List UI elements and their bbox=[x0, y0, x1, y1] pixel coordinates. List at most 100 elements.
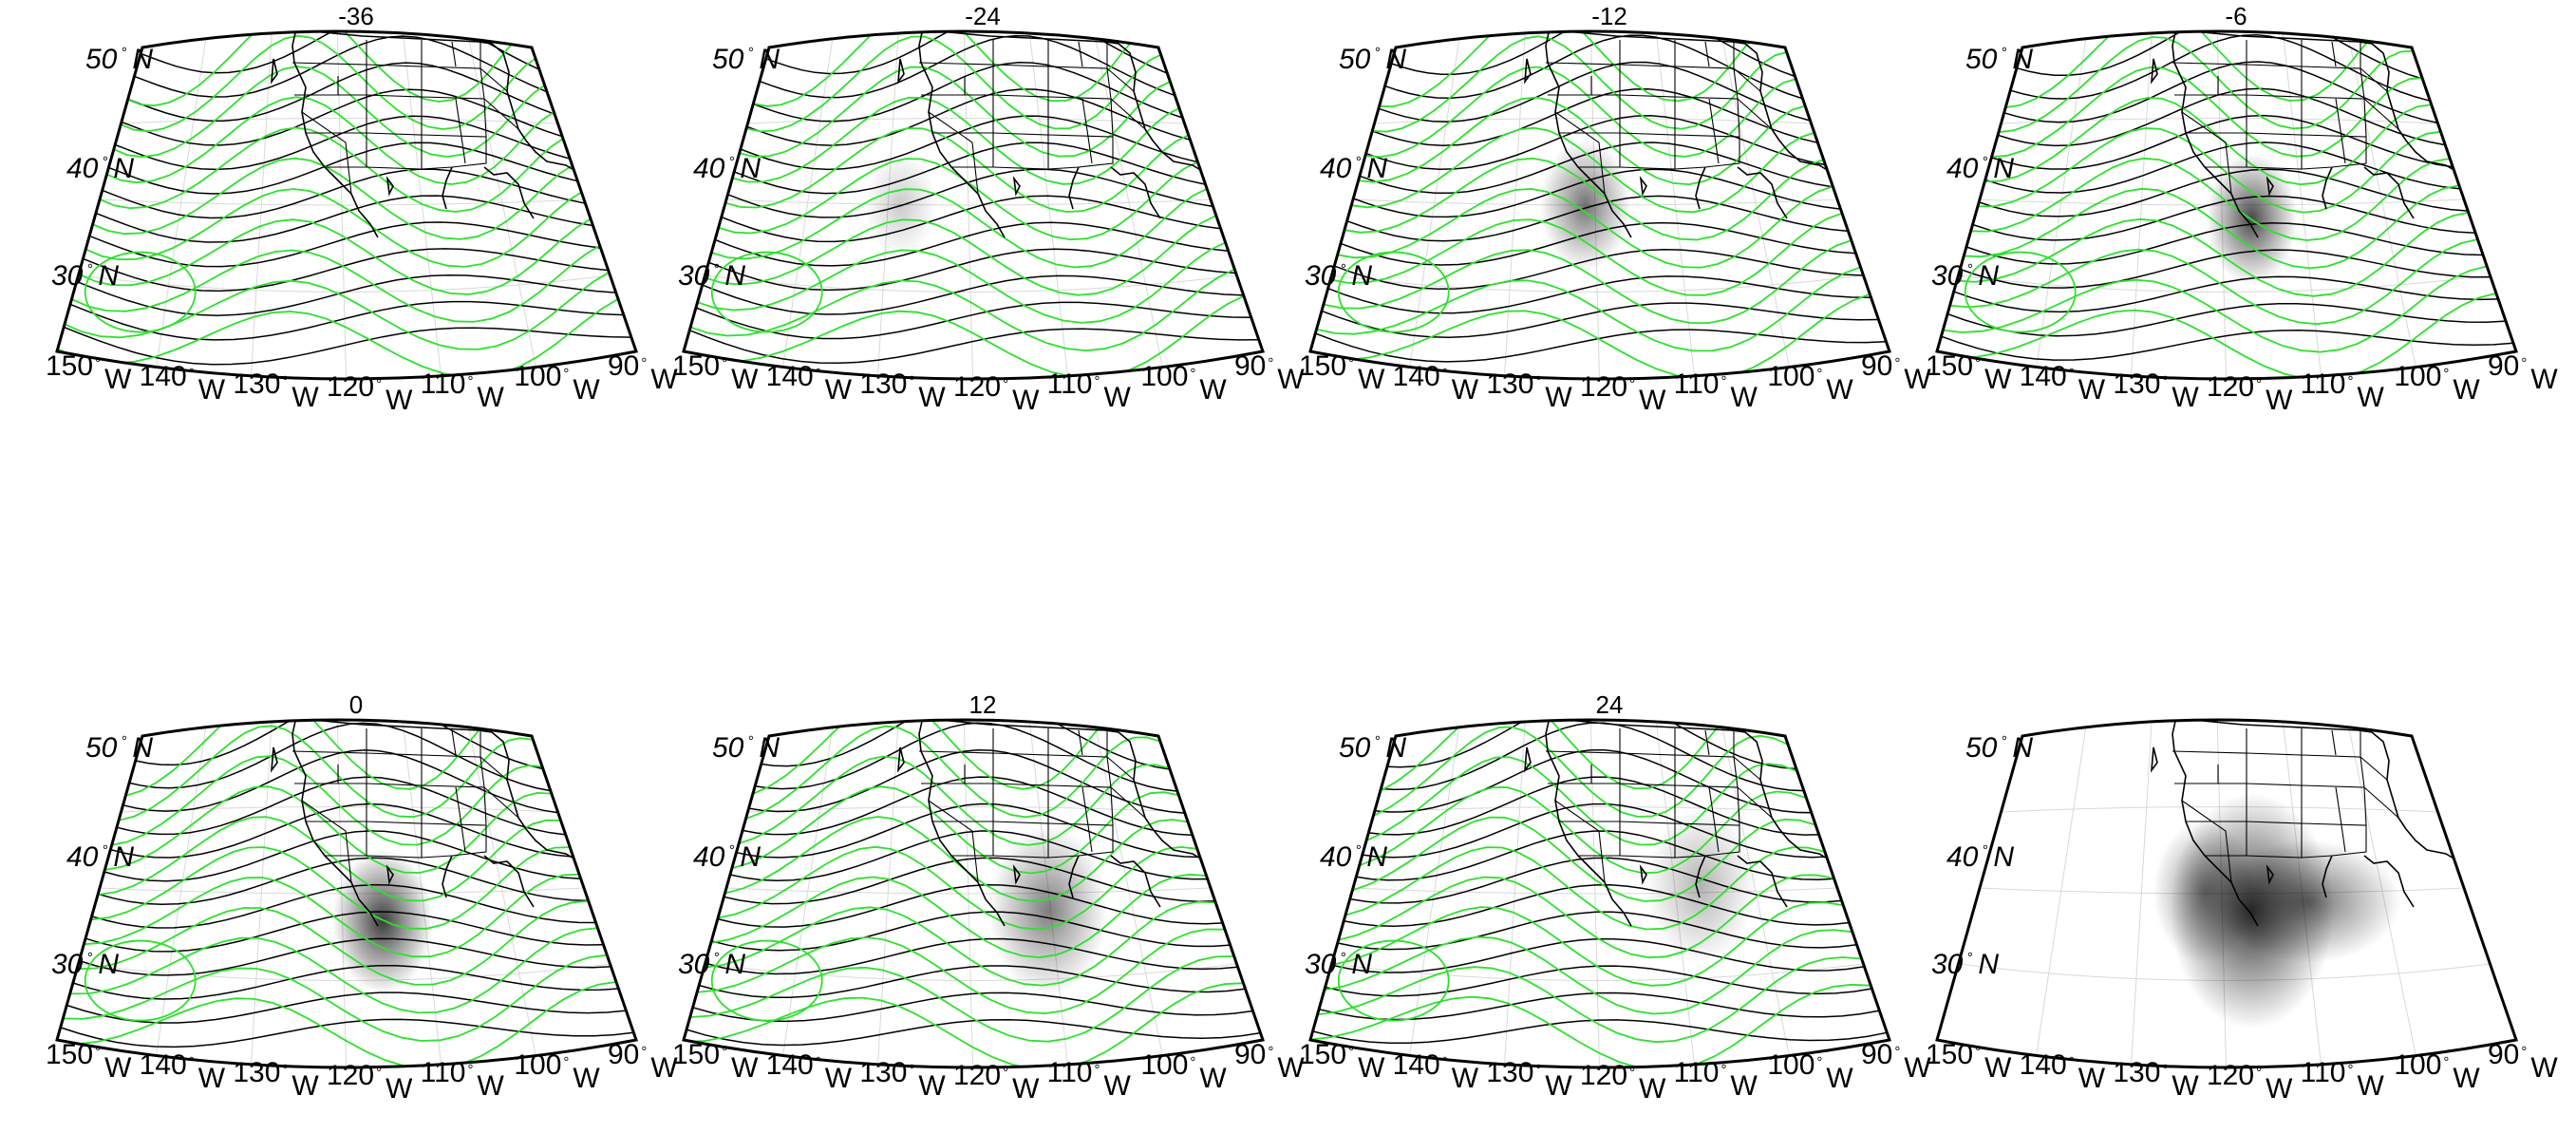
map-interior bbox=[1310, 31, 1890, 379]
green-contour bbox=[1310, 983, 1871, 1067]
density-shading bbox=[988, 824, 1108, 996]
black-contour bbox=[1362, 803, 1827, 859]
green-contour bbox=[710, 873, 1207, 959]
black-contour bbox=[66, 991, 627, 1024]
green-contour bbox=[1372, 35, 1787, 133]
lon-label: 140 °W bbox=[1393, 1049, 1479, 1094]
lon-label: 140 °W bbox=[140, 361, 226, 406]
lon-label: 150 °W bbox=[46, 350, 132, 395]
lon-label: 90 °W bbox=[1861, 1039, 1931, 1084]
map-frame bbox=[1308, 29, 1891, 381]
green-contour bbox=[1338, 874, 1834, 959]
density-shading bbox=[864, 152, 937, 257]
green-contour bbox=[731, 785, 1179, 875]
black-contour bbox=[1356, 830, 1834, 881]
black-contour bbox=[1378, 61, 1811, 123]
black-contour bbox=[746, 88, 1191, 146]
green-contour bbox=[90, 846, 571, 930]
green-contour bbox=[745, 725, 1161, 821]
lat-label: 30 ° N bbox=[1931, 260, 1999, 292]
green-contour bbox=[63, 954, 608, 1042]
lat-label: 30 ° N bbox=[51, 949, 119, 980]
lon-label: 120 °W bbox=[953, 1060, 1040, 1105]
green-contour bbox=[57, 298, 619, 378]
lon-label: 140 °W bbox=[1393, 361, 1479, 406]
lat-label: 30 ° N bbox=[678, 949, 745, 980]
black-contour bbox=[122, 749, 558, 814]
map-interior bbox=[1310, 720, 1890, 1067]
black-contour bbox=[702, 274, 1244, 315]
lon-label: 90 °W bbox=[1234, 350, 1305, 395]
lon-label: 120 °W bbox=[327, 371, 413, 416]
green-contour bbox=[1970, 157, 2451, 241]
lon-label: 100 °W bbox=[514, 361, 600, 406]
lat-label: 50 ° N bbox=[712, 44, 780, 75]
green-contour bbox=[92, 157, 573, 240]
green-contour bbox=[1344, 157, 1824, 241]
green-contour bbox=[1956, 211, 2469, 297]
green-contour bbox=[1310, 293, 1871, 379]
black-contour bbox=[686, 1018, 1261, 1047]
black-contour bbox=[76, 274, 616, 316]
black-contour bbox=[729, 830, 1208, 882]
black-contour bbox=[121, 88, 563, 146]
green-contour bbox=[84, 873, 580, 958]
green-contour bbox=[697, 241, 1226, 324]
lat-label: 30 ° N bbox=[1305, 260, 1372, 292]
lat-label: 50 ° N bbox=[712, 732, 780, 764]
map-interior bbox=[1937, 720, 2516, 1067]
lon-label: 150 °W bbox=[46, 1039, 132, 1084]
black-contour bbox=[736, 803, 1200, 859]
map-interior bbox=[684, 720, 1263, 1067]
black-contour bbox=[2010, 33, 2431, 102]
lat-label: 30 ° N bbox=[1931, 949, 1999, 980]
green-contour bbox=[69, 927, 598, 1014]
green-contour bbox=[684, 294, 1245, 379]
green-contour bbox=[1379, 31, 1778, 108]
lon-label: 120 °W bbox=[2207, 371, 2293, 416]
map-frame bbox=[682, 718, 1265, 1069]
green-contour bbox=[752, 720, 1152, 795]
green-contour bbox=[106, 96, 555, 185]
black-contour bbox=[1331, 937, 1865, 973]
green-contour bbox=[710, 251, 823, 333]
black-contour bbox=[740, 115, 1198, 171]
green-contour bbox=[1337, 251, 1450, 333]
lon-label: 140 °W bbox=[766, 361, 853, 406]
green-contour bbox=[717, 845, 1197, 931]
green-contour bbox=[84, 251, 197, 333]
black-contour bbox=[85, 911, 604, 953]
black-contour bbox=[1321, 302, 1879, 339]
black-contour bbox=[1372, 87, 1818, 146]
lon-label: 130 °W bbox=[859, 368, 946, 413]
lon-label: 100 °W bbox=[514, 1049, 600, 1094]
green-contour bbox=[739, 66, 1171, 158]
map-interior bbox=[57, 31, 636, 379]
black-contour bbox=[1386, 720, 1796, 770]
lon-label: 130 °W bbox=[859, 1057, 946, 1102]
green-contour bbox=[1317, 956, 1862, 1044]
black-contour bbox=[759, 34, 1175, 99]
lon-label: 150 °W bbox=[672, 350, 759, 395]
lat-label: 50 ° N bbox=[85, 732, 153, 764]
density-shading bbox=[2153, 820, 2256, 964]
black-contour bbox=[91, 883, 596, 929]
black-contour bbox=[1359, 142, 1833, 194]
lon-label: 100 °W bbox=[2394, 361, 2480, 406]
green-contour bbox=[1964, 184, 2460, 270]
green-contour bbox=[1964, 251, 2077, 333]
black-contour bbox=[1312, 1019, 1888, 1045]
green-contour bbox=[1991, 66, 2423, 159]
lat-label: 30 ° N bbox=[678, 260, 745, 292]
lon-label: 120 °W bbox=[1580, 371, 1666, 416]
black-contour bbox=[1941, 330, 2514, 361]
green-contour bbox=[1324, 929, 1853, 1015]
black-contour bbox=[140, 31, 540, 74]
green-contour bbox=[684, 982, 1244, 1067]
green-contour bbox=[710, 939, 823, 1022]
lon-label: 100 °W bbox=[1767, 1049, 1853, 1094]
green-contour bbox=[85, 188, 582, 268]
lat-label: 50 ° N bbox=[1965, 44, 2033, 75]
black-contour bbox=[1353, 168, 1841, 218]
